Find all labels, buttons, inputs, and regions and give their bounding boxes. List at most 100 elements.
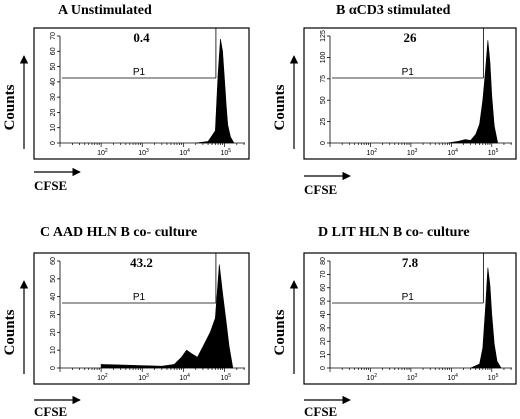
gate-label: P1 (402, 67, 415, 78)
y-tick-label: 0 (50, 366, 57, 370)
x-tick-label: 104 (179, 148, 190, 157)
gate-label: P1 (133, 292, 146, 303)
y-axis: 0 10 20 30 40 50 60 70 80 (320, 257, 331, 370)
x-tick-exponent: 4 (187, 373, 190, 379)
x-tick-exponent: 5 (228, 373, 231, 379)
y-tick-label: 25 (320, 118, 327, 126)
plot-frame (33, 252, 250, 385)
y-tick-label: 60 (320, 284, 327, 292)
y-tick-label: 30 (50, 311, 57, 319)
y-axis-label: Counts (2, 84, 18, 130)
x-axis-label: CFSE (34, 178, 67, 193)
x-tick-exponent: 2 (105, 148, 108, 154)
x-tick-exponent: 2 (374, 373, 377, 379)
plot-frame (33, 27, 250, 160)
gate-label: P1 (133, 67, 146, 78)
y-tick-label: 70 (50, 32, 57, 40)
y-tick-label: 70 (320, 270, 327, 278)
histogram (447, 40, 499, 144)
x-tick-label: 104 (447, 373, 458, 382)
plot-frame (303, 27, 517, 160)
y-tick-label: 0 (50, 141, 57, 145)
y-tick-label: 40 (50, 293, 57, 301)
x-tick-label: 104 (447, 148, 458, 157)
x-tick-label: 103 (138, 373, 149, 382)
plot-frame (303, 252, 517, 385)
y-tick-label: 30 (320, 324, 327, 332)
y-tick-label: 125 (320, 30, 327, 42)
panel-d: D LIT HLN B co- culture 0 10 20 30 40 50 60 70 80… (272, 225, 517, 419)
y-axis: 0 25 50 75 100 125 (320, 30, 331, 145)
y-tick-label: 10 (50, 124, 57, 132)
y-tick-label: 100 (320, 51, 327, 63)
x-tick-exponent: 5 (228, 148, 231, 154)
y-axis-label: Counts (272, 309, 288, 355)
y-tick-label: 20 (50, 108, 57, 116)
x-tick-label: 105 (488, 373, 499, 382)
gate-percent: 0.4 (133, 30, 150, 45)
y-tick-label: 60 (50, 47, 57, 55)
y-tick-label: 50 (320, 96, 327, 104)
x-tick-label: 105 (220, 373, 231, 382)
x-tick-exponent: 5 (496, 373, 499, 379)
y-axis-label: Counts (272, 84, 288, 130)
y-tick-label: 20 (50, 328, 57, 336)
x-tick-label: 103 (407, 373, 418, 382)
histogram (470, 267, 502, 369)
histogram (195, 39, 235, 144)
x-tick-exponent: 3 (146, 373, 149, 379)
y-tick-label: 20 (320, 337, 327, 345)
y-tick-label: 50 (50, 275, 57, 283)
gate-percent: 26 (404, 30, 418, 45)
x-tick-label: 105 (220, 148, 231, 157)
x-tick-exponent: 3 (146, 148, 149, 154)
x-axis: 102 103 104 105 (59, 142, 245, 157)
y-tick-label: 0 (320, 366, 327, 370)
y-tick-label: 0 (320, 141, 327, 145)
panel-title: B αCD3 stimulated (336, 3, 451, 18)
y-tick-label: 10 (50, 346, 57, 354)
gate-percent: 7.8 (402, 255, 419, 270)
y-tick-label: 75 (320, 75, 327, 83)
y-tick-label: 60 (50, 257, 57, 265)
x-axis: 102 103 104 105 (329, 142, 512, 157)
x-tick-label: 102 (366, 148, 377, 157)
y-axis-label: Counts (2, 309, 18, 355)
y-tick-label: 50 (320, 297, 327, 305)
y-axis: 0 10 20 30 40 50 60 70 (50, 32, 61, 145)
x-tick-exponent: 3 (415, 373, 418, 379)
panel-title: D LIT HLN B co- culture (318, 225, 470, 240)
x-tick-exponent: 4 (187, 148, 190, 154)
x-axis-label: CFSE (304, 404, 337, 419)
gate-percent: 43.2 (130, 255, 153, 270)
y-tick-label: 30 (50, 93, 57, 101)
x-tick-exponent: 3 (415, 148, 418, 154)
panel-title: A Unstimulated (58, 3, 152, 18)
x-tick-exponent: 4 (455, 373, 458, 379)
x-axis: 102 103 104 105 (59, 367, 245, 382)
y-tick-label: 80 (320, 257, 327, 265)
x-axis-label: CFSE (34, 404, 67, 419)
y-axis: 0 10 20 30 40 50 60 (50, 257, 61, 370)
x-tick-exponent: 4 (455, 148, 458, 154)
y-tick-label: 10 (320, 351, 327, 359)
x-tick-label: 102 (97, 373, 108, 382)
y-tick-label: 40 (50, 78, 57, 86)
y-tick-label: 50 (50, 63, 57, 71)
y-tick-label: 40 (320, 311, 327, 319)
x-tick-exponent: 2 (374, 148, 377, 154)
x-tick-label: 104 (179, 373, 190, 382)
x-axis-label: CFSE (304, 182, 337, 197)
x-tick-label: 103 (138, 148, 149, 157)
x-axis: 102 103 104 105 (329, 367, 512, 382)
gate-label: P1 (402, 292, 415, 303)
x-tick-label: 103 (407, 148, 418, 157)
panel-title: C AAD HLN B co- culture (40, 225, 197, 240)
x-tick-exponent: 5 (496, 148, 499, 154)
x-tick-label: 105 (488, 148, 499, 157)
x-tick-label: 102 (97, 148, 108, 157)
